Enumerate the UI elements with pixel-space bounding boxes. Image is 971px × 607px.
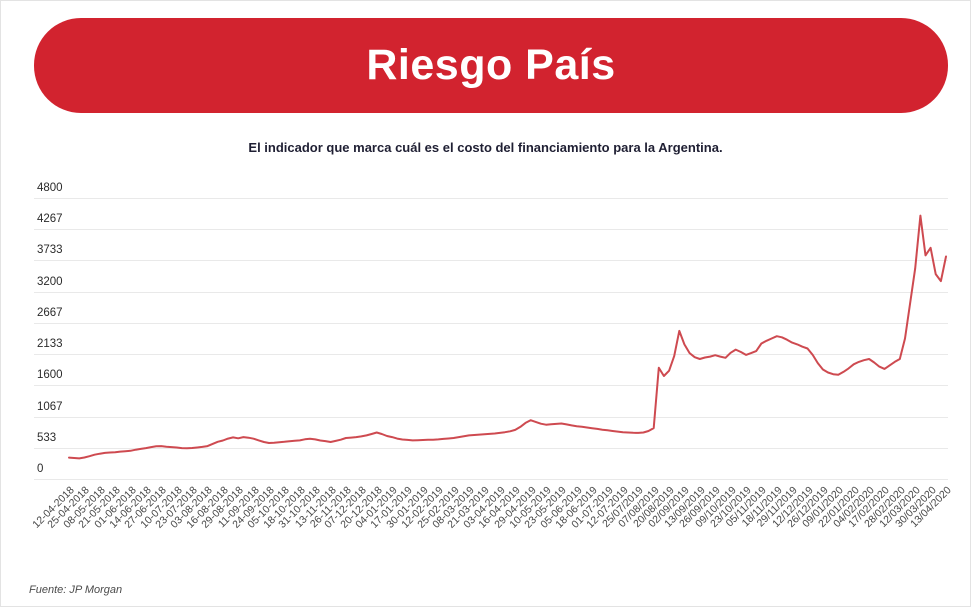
y-axis-label: 1067 [37,400,63,413]
source-credit: Fuente: JP Morgan [29,584,123,596]
gridlines-group [34,198,948,480]
risk-line-series [68,214,947,460]
y-axis-label: 3200 [37,275,63,288]
y-axis-label: 2133 [37,338,63,351]
y-axis-label: 4267 [37,213,63,226]
y-axis-label: 2667 [37,306,63,319]
title-banner: Riesgo País [34,18,948,113]
y-axis-label: 1600 [37,369,63,382]
y-axis-label: 3733 [37,244,63,257]
page-title: Riesgo País [366,41,616,89]
y-axis-label: 0 [37,463,44,475]
y-axis-label: 533 [37,431,57,444]
chart-subtitle: El indicador que marca cuál es el costo … [248,140,723,155]
y-axis-label: 4800 [37,182,63,194]
